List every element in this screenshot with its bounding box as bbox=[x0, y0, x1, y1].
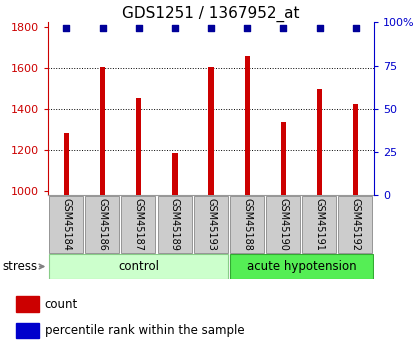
Bar bbox=[136, 98, 142, 195]
Point bbox=[171, 25, 178, 30]
Title: GDS1251 / 1367952_at: GDS1251 / 1367952_at bbox=[122, 6, 300, 22]
Text: count: count bbox=[45, 298, 78, 310]
Point bbox=[280, 25, 287, 30]
Point bbox=[63, 25, 70, 30]
Text: percentile rank within the sample: percentile rank within the sample bbox=[45, 324, 244, 337]
Bar bbox=[64, 133, 69, 195]
Point bbox=[352, 25, 359, 30]
Bar bbox=[16, 296, 39, 312]
FancyBboxPatch shape bbox=[339, 196, 373, 253]
FancyBboxPatch shape bbox=[194, 196, 228, 253]
Point bbox=[316, 25, 323, 30]
FancyBboxPatch shape bbox=[121, 196, 155, 253]
FancyBboxPatch shape bbox=[266, 196, 300, 253]
Text: control: control bbox=[118, 260, 159, 273]
FancyBboxPatch shape bbox=[49, 254, 228, 279]
Bar bbox=[317, 89, 322, 195]
Point bbox=[244, 25, 251, 30]
Text: GSM45191: GSM45191 bbox=[315, 198, 325, 251]
Bar bbox=[281, 122, 286, 195]
Text: GSM45188: GSM45188 bbox=[242, 198, 252, 251]
Text: stress: stress bbox=[2, 260, 37, 273]
Text: GSM45187: GSM45187 bbox=[134, 198, 144, 251]
FancyBboxPatch shape bbox=[230, 254, 373, 279]
Bar bbox=[16, 323, 39, 338]
Bar bbox=[172, 153, 178, 195]
Text: GSM45190: GSM45190 bbox=[278, 198, 289, 251]
Bar bbox=[100, 67, 105, 195]
Text: GSM45189: GSM45189 bbox=[170, 198, 180, 251]
Bar bbox=[208, 67, 214, 195]
Text: GSM45184: GSM45184 bbox=[61, 198, 71, 251]
Text: GSM45192: GSM45192 bbox=[351, 198, 361, 251]
Bar bbox=[353, 104, 358, 195]
FancyBboxPatch shape bbox=[85, 196, 119, 253]
Text: acute hypotension: acute hypotension bbox=[247, 260, 356, 273]
Text: GSM45186: GSM45186 bbox=[97, 198, 108, 251]
FancyBboxPatch shape bbox=[49, 196, 83, 253]
Point bbox=[208, 25, 215, 30]
FancyBboxPatch shape bbox=[230, 196, 264, 253]
Text: GSM45193: GSM45193 bbox=[206, 198, 216, 251]
Point bbox=[135, 25, 142, 30]
FancyBboxPatch shape bbox=[158, 196, 192, 253]
Bar bbox=[244, 56, 250, 195]
FancyBboxPatch shape bbox=[302, 196, 336, 253]
Point bbox=[99, 25, 106, 30]
